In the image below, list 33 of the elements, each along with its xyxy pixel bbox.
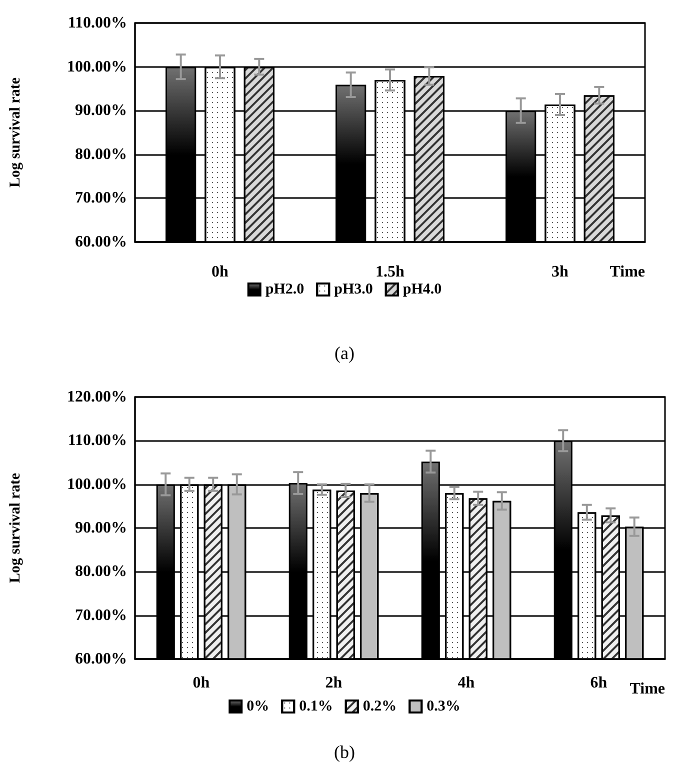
y-tick-label: 110.00% [68,432,127,450]
legend-label: 0% [246,698,270,714]
x-tick-label: 4h [458,674,475,692]
y-axis-title: Log survival rate [8,77,24,188]
x-tick-label: 2h [325,674,342,692]
y-tick-label: 70.00% [75,606,127,624]
y-axis-title: Log survival rate [8,472,24,583]
legend-label: 0.3% [426,698,460,714]
legend-label: pH3.0 [334,282,373,298]
text: (b) [334,742,356,762]
legend-label: pH2.0 [265,282,304,298]
y-tick-label: 80.00% [75,563,127,580]
y-tick-label: 110.00% [68,14,127,32]
x-tick-label: 6h [590,674,608,692]
y-tick-label: 100.00% [67,476,127,493]
y-tick-label: 70.00% [75,190,127,207]
x-tick-label: 1.5h [376,264,405,280]
legend-label: pH4.0 [402,282,442,298]
x-tick-label: 0h [212,264,229,280]
y-tick-label: 120.00% [67,388,127,406]
x-tick-label: 3h [552,264,569,280]
text: (a) [334,343,354,363]
y-tick-label: 60.00% [75,650,127,668]
legend-label: 0.2% [362,698,397,714]
y-tick-label: 90.00% [75,102,127,120]
y-tick-label: 90.00% [75,520,127,536]
y-tick-label: 80.00% [75,146,127,163]
x-axis-title: Time [610,264,645,280]
x-tick-label: 0h [192,674,210,692]
x-axis-title: Time [630,680,665,698]
legend-label: 0.1% [299,698,333,714]
y-tick-label: 100.00% [67,58,127,76]
y-tick-label: 60.00% [75,234,127,250]
